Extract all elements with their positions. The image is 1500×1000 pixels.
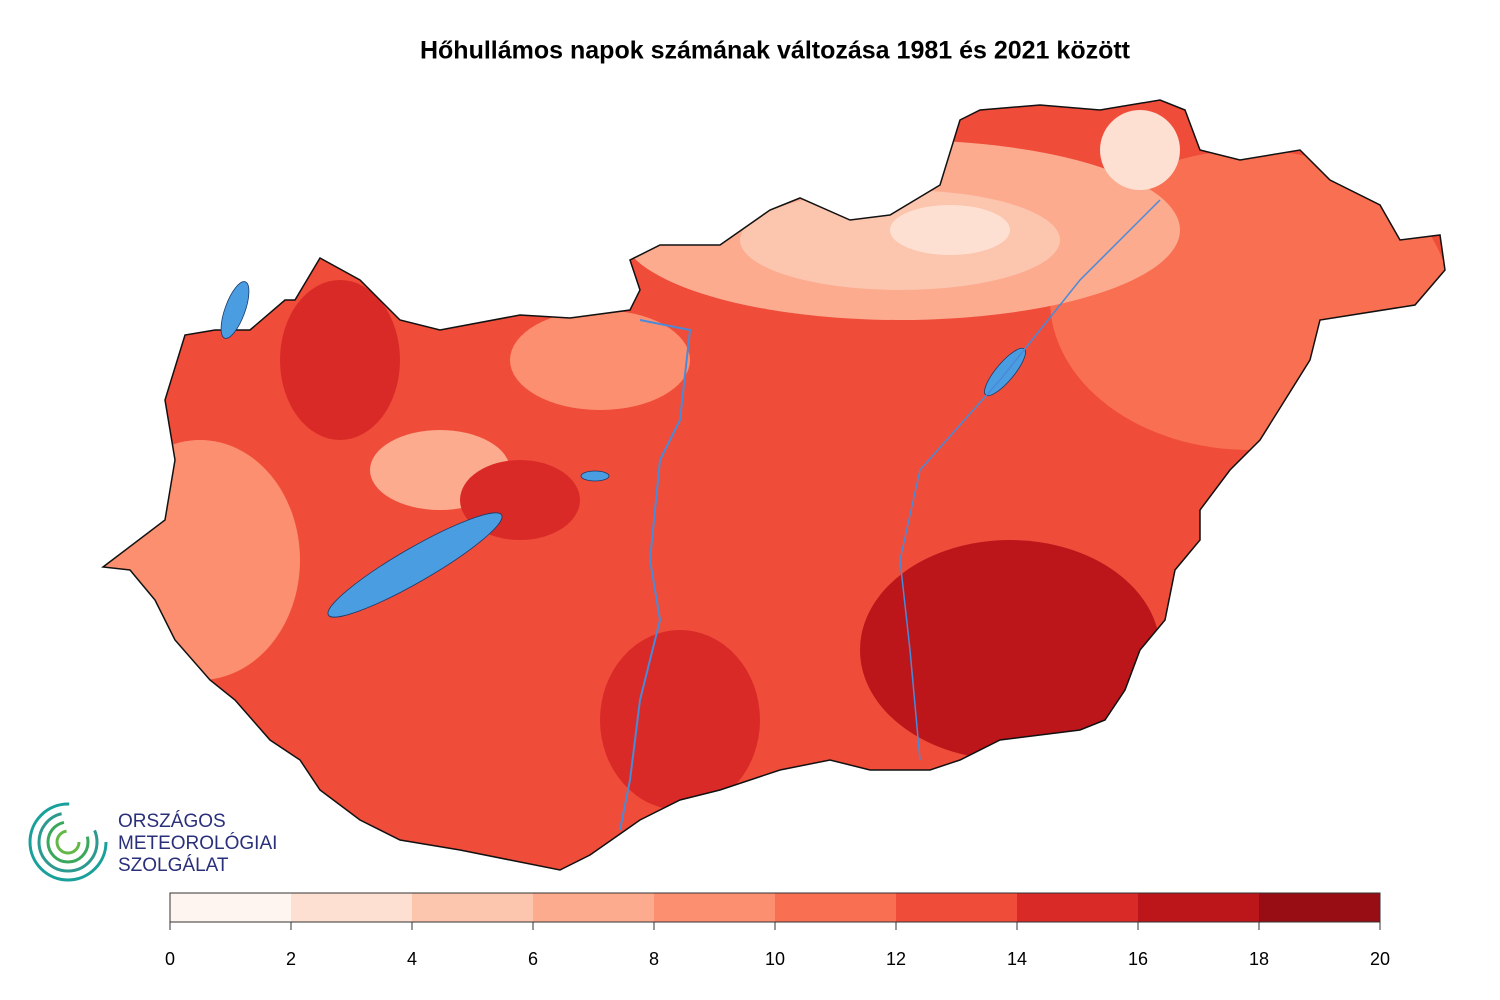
tick-label: 18 — [1249, 949, 1269, 969]
colorbar-bin — [291, 893, 412, 922]
colorbar-bin — [654, 893, 775, 922]
tick-label: 2 — [286, 949, 296, 969]
tick-label: 6 — [528, 949, 538, 969]
colorbar-bin — [1138, 893, 1259, 922]
tick-label: 0 — [165, 949, 175, 969]
tick-label: 10 — [765, 949, 785, 969]
colorbar-bin — [775, 893, 896, 922]
tick-label: 12 — [886, 949, 906, 969]
tick-label: 4 — [407, 949, 417, 969]
colorbar-bin — [412, 893, 533, 922]
colorbar-bin — [533, 893, 654, 922]
river — [899, 199, 1161, 761]
tick-label: 8 — [649, 949, 659, 969]
logo-line: SZOLGÁLAT — [118, 855, 229, 876]
tick-label: 20 — [1370, 949, 1390, 969]
logo-line: ORSZÁGOS — [118, 811, 226, 832]
tick-label: 16 — [1128, 949, 1148, 969]
colorbar-bin — [1259, 893, 1380, 922]
colorbar: 0 2 4 6 8 10 12 14 16 18 20 — [165, 892, 1390, 969]
river — [619, 319, 692, 831]
colorbar-bin — [1017, 893, 1138, 922]
tick-label: 14 — [1007, 949, 1027, 969]
logo-line: METEOROLÓGIAI — [118, 832, 277, 854]
map-title: Hőhullámos napok számának változása 1981… — [420, 37, 1131, 65]
colorbar-bin — [896, 893, 1017, 922]
colorbar-bin — [170, 893, 291, 922]
logo-mark — [28, 802, 108, 882]
